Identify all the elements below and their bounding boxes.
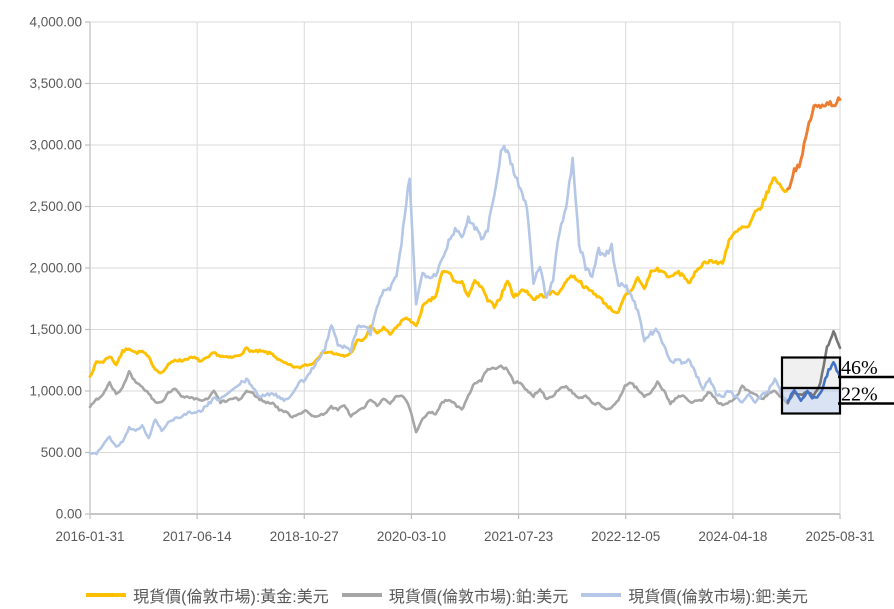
annotation-palladium-pct: 22% [841,384,878,406]
legend-swatch-palladium [581,593,622,597]
legend-swatch-platinum [341,593,382,597]
series-palladium-highlight-line [786,360,842,403]
x-axis-label: 2025-08-31 [805,529,874,544]
series-gold-line [88,176,790,378]
x-axis-label: 2017-06-14 [163,529,233,544]
series-palladium-line [88,144,790,456]
y-axis-label: 3,500.00 [29,76,82,91]
series-gold-highlight-line [786,96,842,191]
series-platinum-line [88,364,790,434]
y-axis-label: 0.00 [56,507,82,522]
legend-item-gold: 現貨價(倫敦市場):黃金:美元 [86,583,329,607]
y-axis-label: 2,500.00 [29,199,82,214]
x-axis-label: 2021-07-23 [484,529,553,544]
y-axis-label: 1,000.00 [29,384,82,399]
x-axis-label: 2024-04-18 [698,529,767,544]
highlight-box-palladium-border [780,386,842,415]
y-axis-label: 1,500.00 [29,322,82,337]
legend-item-platinum: 現貨價(倫敦市場):鉑:美元 [341,583,569,607]
y-axis-label: 3,000.00 [29,138,82,153]
legend-item-palladium: 現貨價(倫敦市場):鈀:美元 [581,583,808,607]
legend-label-platinum: 現貨價(倫敦市場):鉑:美元 [388,589,569,606]
x-axis-label: 2020-03-10 [377,529,446,544]
highlight-box-platinum-fill [782,357,840,388]
y-axis-label: 500.00 [41,445,82,460]
x-axis-label: 2016-01-31 [55,529,124,544]
x-axis-label: 2018-10-27 [270,529,339,544]
legend-swatch-gold [86,593,127,597]
legend-label-gold: 現貨價(倫敦市場):黃金:美元 [133,589,329,606]
legend: 現貨價(倫敦市場):黃金:美元 現貨價(倫敦市場):鉑:美元 現貨價(倫敦市場):鈀… [0,583,894,607]
y-axis-label: 4,000.00 [29,15,82,30]
x-axis-label: 2022-12-05 [591,529,660,544]
annotation-platinum-pct: 46% [841,357,878,379]
legend-label-palladium: 現貨價(倫敦市場):鈀:美元 [628,589,808,606]
highlight-box-palladium-fill [782,388,840,414]
y-axis-label: 2,000.00 [29,261,82,276]
